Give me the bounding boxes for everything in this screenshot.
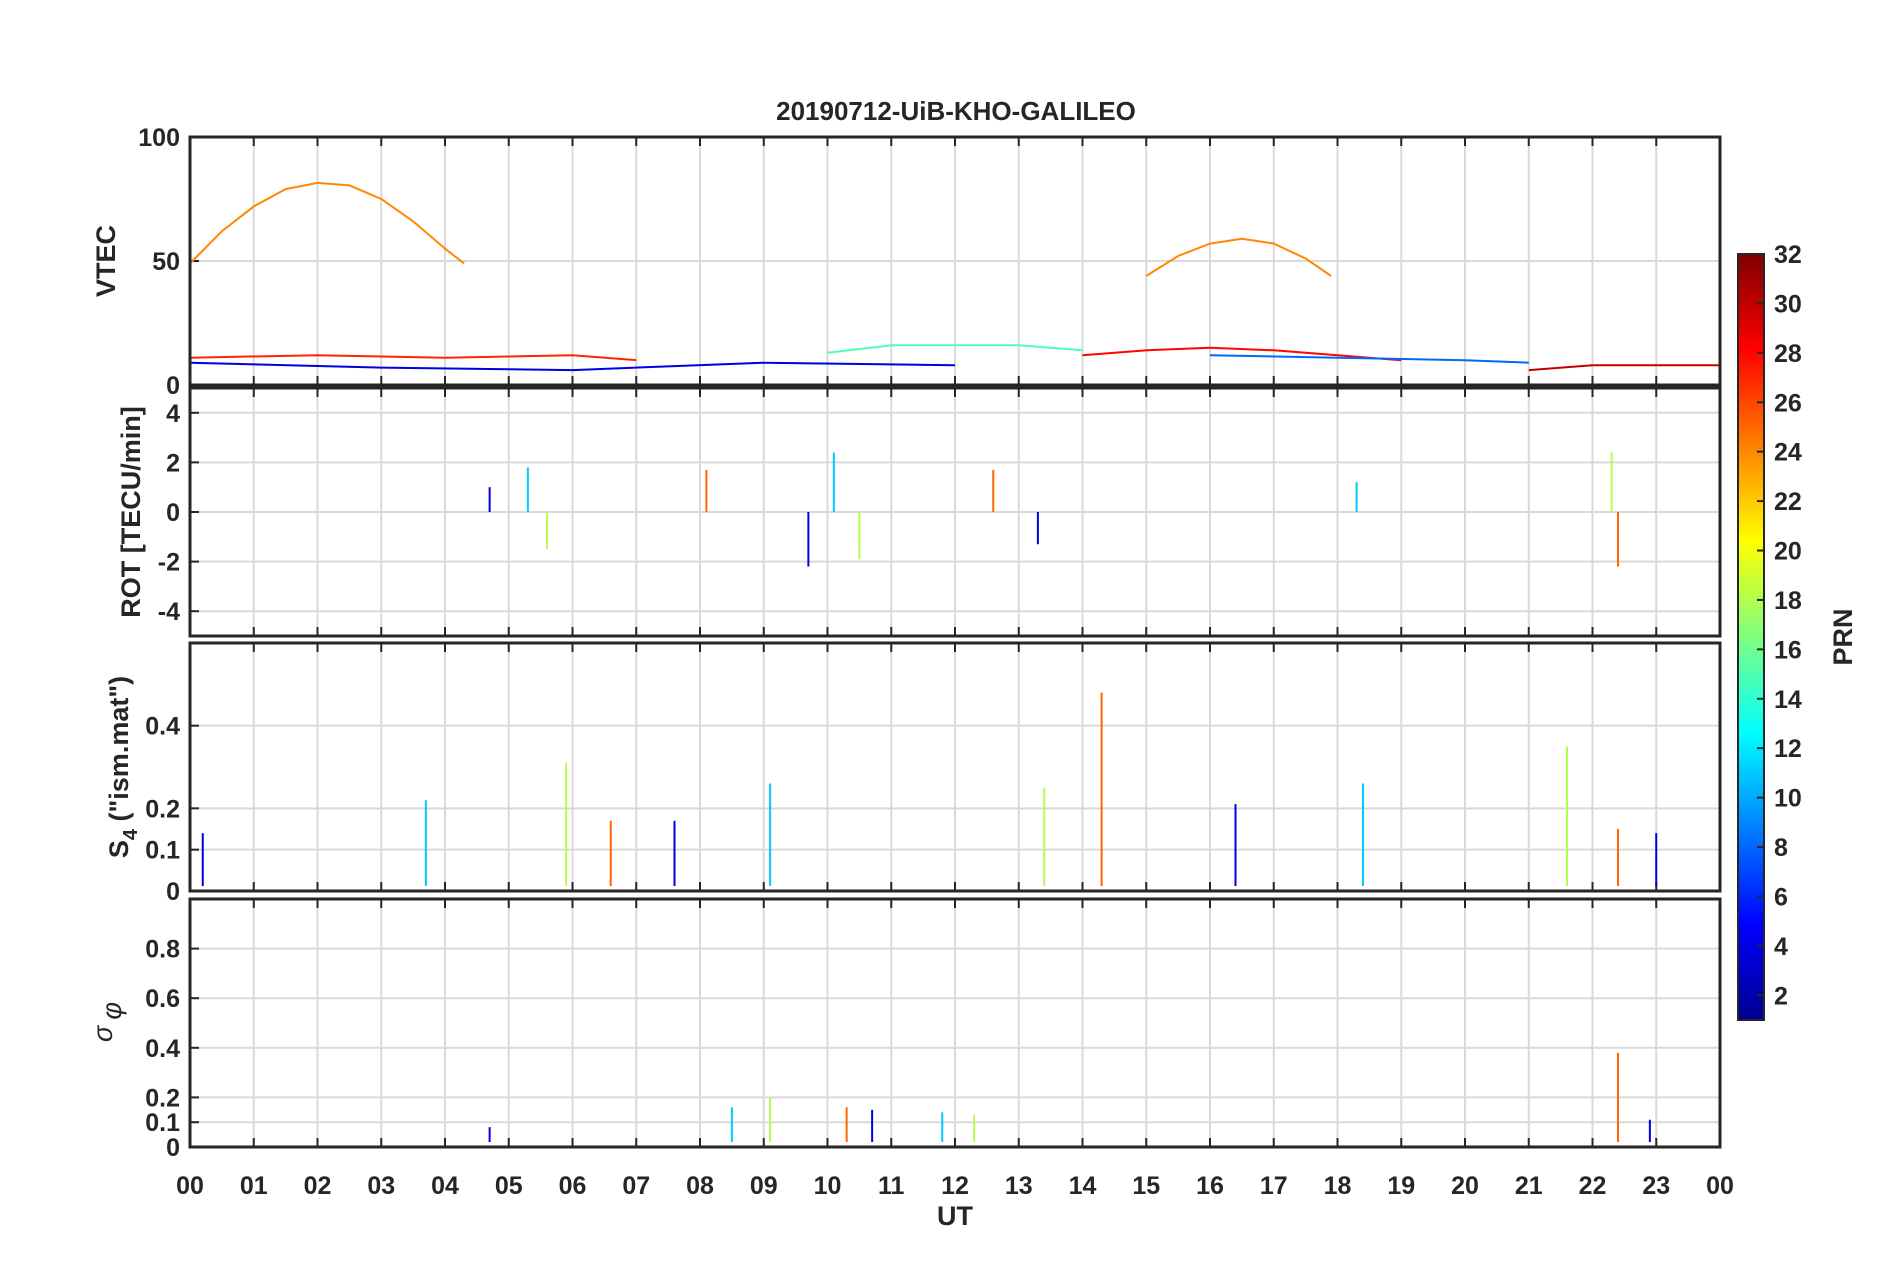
x-tick-label: 03 bbox=[367, 1172, 395, 1200]
colorbar-tick-label: 2 bbox=[1774, 982, 1788, 1010]
y-tick-label: 0 bbox=[166, 372, 180, 400]
y-tick-label: 2 bbox=[166, 449, 180, 477]
y-tick-label: 0 bbox=[166, 878, 180, 906]
colorbar-tick-label: 26 bbox=[1774, 389, 1802, 417]
x-tick-label: 04 bbox=[431, 1172, 459, 1200]
x-tick-label: 00 bbox=[1706, 1172, 1734, 1200]
x-tick-label: 14 bbox=[1069, 1172, 1097, 1200]
sigma-axis-label: σφ bbox=[88, 1002, 127, 1042]
x-tick-label: 13 bbox=[1005, 1172, 1033, 1200]
y-tick-label: 0.2 bbox=[145, 1084, 180, 1112]
colorbar-tick-label: 12 bbox=[1774, 735, 1802, 763]
series-line bbox=[189, 354, 637, 362]
vtec-grid bbox=[189, 136, 1721, 386]
colorbar-tick-label: 6 bbox=[1774, 883, 1788, 911]
s4-axis-label: S4 ("ism.mat") bbox=[104, 676, 142, 858]
x-axis-tick-labels: 00 01 02 03 04 05 06 07 08 09 10 11 12 13 14 15 16 17 18 19… bbox=[176, 1172, 1734, 1200]
colorbar-tick-label: 20 bbox=[1774, 538, 1802, 566]
s4-series bbox=[201, 692, 1658, 887]
y-tick-label: -2 bbox=[158, 549, 180, 577]
colorbar-tick-label: 22 bbox=[1774, 488, 1802, 516]
x-tick-label: 06 bbox=[559, 1172, 587, 1200]
x-tick-label: 21 bbox=[1515, 1172, 1543, 1200]
y-tick-label: 0.1 bbox=[145, 837, 180, 865]
x-tick-label: 18 bbox=[1324, 1172, 1352, 1200]
y-tick-label: 0.6 bbox=[145, 985, 180, 1013]
series-line bbox=[827, 344, 1083, 354]
series-line bbox=[1082, 346, 1402, 362]
chart-title: 20190712-UiB-KHO-GALILEO bbox=[776, 96, 1136, 126]
s4-tick-labels: 0 0.1 0.2 0.4 bbox=[145, 713, 180, 906]
y-tick-label: 0.4 bbox=[145, 1035, 180, 1063]
y-tick-label: 0.4 bbox=[145, 713, 180, 741]
x-tick-label: 08 bbox=[686, 1172, 714, 1200]
colorbar-tick-label: 28 bbox=[1774, 340, 1802, 368]
x-axis-label: UT bbox=[937, 1201, 973, 1231]
colorbar-label: PRN bbox=[1828, 608, 1858, 665]
sigma-tick-labels: 00.10.2 0.4 0.6 0.8 bbox=[145, 936, 180, 1162]
y-tick-label: 0.8 bbox=[145, 936, 180, 964]
series-line bbox=[1145, 237, 1332, 277]
colorbar-tick-label: 4 bbox=[1774, 933, 1788, 961]
colorbar-tick-label: 16 bbox=[1774, 636, 1802, 664]
rot-axis-label: ROT [TECU/min] bbox=[116, 406, 146, 617]
colorbar-tick-label: 8 bbox=[1774, 834, 1788, 862]
y-tick-label: 50 bbox=[152, 248, 180, 276]
colorbar-gradient bbox=[1737, 253, 1765, 1021]
x-tick-label: 16 bbox=[1196, 1172, 1224, 1200]
x-tick-label: 05 bbox=[495, 1172, 523, 1200]
x-tick-label: 12 bbox=[941, 1172, 969, 1200]
x-tick-label: 01 bbox=[240, 1172, 268, 1200]
vtec-axis-label: VTEC bbox=[91, 225, 121, 297]
colorbar-tick-label: 24 bbox=[1774, 439, 1802, 467]
panel-s4: 0 0.1 0.2 0.4 S4 ("ism.mat") bbox=[104, 641, 1722, 906]
vtec-tick-labels: 0 50 100 bbox=[138, 124, 180, 400]
x-tick-label: 22 bbox=[1579, 1172, 1607, 1200]
panel-sigma: 00.10.2 0.4 0.6 0.8 σφ bbox=[88, 897, 1722, 1162]
x-tick-label: 19 bbox=[1387, 1172, 1415, 1200]
sigma-series bbox=[488, 1052, 1651, 1143]
series-line bbox=[1528, 364, 1720, 372]
vtec-series bbox=[189, 181, 1720, 372]
y-tick-label: -4 bbox=[158, 598, 180, 626]
rot-tick-labels: -4 -2 0 2 4 bbox=[158, 400, 180, 626]
x-tick-label: 10 bbox=[814, 1172, 842, 1200]
sigma-grid bbox=[189, 899, 1721, 1148]
colorbar-tick-label: 10 bbox=[1774, 785, 1802, 813]
series-line bbox=[189, 361, 956, 372]
x-tick-label: 02 bbox=[304, 1172, 332, 1200]
y-tick-label: 0.1 bbox=[145, 1109, 180, 1137]
colorbar-tick-label: 30 bbox=[1774, 290, 1802, 318]
x-tick-label: 17 bbox=[1260, 1172, 1288, 1200]
x-tick-label: 09 bbox=[750, 1172, 778, 1200]
colorbar-tick-label: 18 bbox=[1774, 587, 1802, 615]
rot-series bbox=[488, 452, 1619, 567]
x-tick-label: 07 bbox=[622, 1172, 650, 1200]
x-tick-label: 00 bbox=[176, 1172, 204, 1200]
x-tick-label: 23 bbox=[1642, 1172, 1670, 1200]
x-tick-label: 15 bbox=[1132, 1172, 1160, 1200]
x-tick-label: 20 bbox=[1451, 1172, 1479, 1200]
y-tick-label: 0.2 bbox=[145, 795, 180, 823]
x-tick-label: 11 bbox=[878, 1172, 905, 1200]
colorbar-tick-label: 32 bbox=[1774, 241, 1802, 269]
y-tick-label: 0 bbox=[166, 1134, 180, 1162]
y-tick-label: 4 bbox=[166, 400, 180, 428]
panel-rot: -4 -2 0 2 4 ROT [TECU/min] bbox=[116, 386, 1722, 638]
series-line bbox=[189, 181, 465, 265]
panel-vtec: 0 50 100 VTEC bbox=[91, 124, 1722, 400]
y-tick-label: 0 bbox=[166, 499, 180, 527]
series-line bbox=[1209, 354, 1529, 364]
y-tick-label: 100 bbox=[138, 124, 180, 152]
colorbar-tick-label: 14 bbox=[1774, 686, 1802, 714]
